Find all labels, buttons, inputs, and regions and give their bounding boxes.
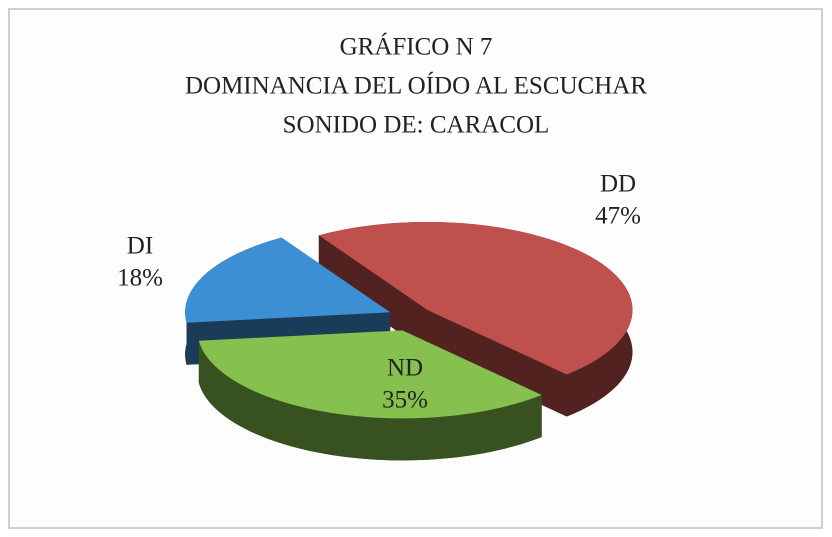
- slice: [198, 330, 542, 419]
- slice-wall: [427, 309, 567, 417]
- slice-label: DD: [600, 171, 636, 198]
- slice-value-label: 47%: [595, 203, 641, 230]
- slice-value-label: 35%: [382, 387, 428, 414]
- slice: [318, 221, 633, 375]
- chart-title: SONIDO DE: CARACOL: [283, 112, 550, 139]
- slice-side: [198, 340, 542, 461]
- slice: [185, 237, 391, 323]
- slice-value-label: 18%: [117, 265, 163, 292]
- slice-label: ND: [387, 355, 423, 382]
- chart-title: GRÁFICO N 7: [340, 33, 493, 61]
- slice-label: DI: [127, 233, 153, 260]
- chart-title: DOMINANCIA DEL OÍDO AL ESCUCHAR: [185, 72, 647, 100]
